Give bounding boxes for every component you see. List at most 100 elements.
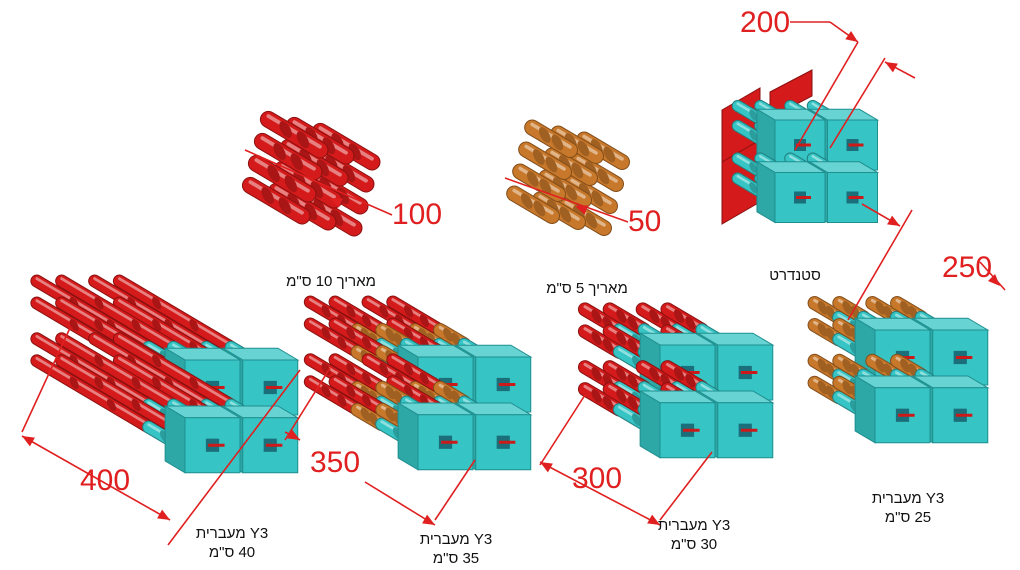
extension-10-bar-highlight	[292, 120, 348, 155]
extension-10-bar-ring	[330, 209, 344, 227]
extension-10-bar-highlight	[248, 180, 304, 215]
dimension-200-label: 200	[740, 6, 791, 39]
extension-10-bar-ring	[279, 121, 292, 139]
extension-10-bar-ring	[304, 203, 318, 221]
y3-40-red-bar	[113, 333, 237, 411]
extension-5-bar-ring	[526, 171, 539, 187]
extension-5-bar-highlight	[576, 156, 618, 183]
dimension-50-label: 50	[628, 205, 662, 238]
extension-5-bar-ring	[591, 190, 604, 207]
y3-25-extension-bar-ring	[900, 358, 911, 373]
extension-10-bar-highlight	[274, 186, 330, 221]
extension-10-bar-ring	[296, 131, 310, 149]
extension-10-bar-ring	[348, 143, 362, 161]
y3-30-extension-bar-ring	[627, 395, 638, 410]
y3-35-red-bar-ring	[346, 327, 356, 340]
extension-5-bar	[559, 198, 611, 235]
dimension-350-extension-b	[434, 459, 476, 521]
dimension-250-label: 250	[942, 251, 993, 284]
caption-standard: סטנדרט	[745, 266, 845, 285]
y3-25-extension-bar-ring	[817, 301, 828, 315]
extension-10-bar-ring	[273, 143, 286, 161]
y3-35-red-bar	[387, 354, 446, 394]
y3-40-red-bar-highlight	[60, 357, 175, 427]
extension-5-bar-ring	[539, 178, 552, 195]
y3-35-red-bar-ring	[337, 336, 347, 349]
y3-30-extension-bar-ring	[616, 309, 627, 323]
caption-y3-25-line1: Y3 מעברית	[871, 490, 945, 507]
dimension-200-arrow-b	[885, 62, 898, 73]
y3-35-red-bar-ring	[346, 305, 356, 318]
y3-40-red-bar-highlight	[60, 277, 175, 347]
extension-5-bar-highlight	[524, 144, 566, 171]
extension-5-bar-ring	[559, 206, 572, 223]
caption-extension-10-text: מאריך 10 ס"מ	[286, 273, 376, 290]
extension-5-bar-highlight	[564, 200, 606, 227]
y3-35-red-bar-ring	[346, 362, 356, 376]
y3-transition-35cm-assembly	[303, 295, 533, 471]
y3-40-red-bar-ring	[152, 318, 162, 332]
extension-10-bar-ring	[284, 175, 298, 193]
y3-30-extension-bar-ring	[616, 331, 627, 345]
extension-5-bar-highlight	[550, 150, 592, 177]
y3-transition-40cm-assembly	[30, 274, 300, 474]
caption-extension-5: מאריך 5 ס"מ	[512, 279, 662, 298]
y3-30-extension-bar-ring	[627, 316, 638, 330]
y3-35-red-bar	[329, 376, 388, 416]
extension-5-bar	[577, 132, 629, 169]
caption-y3-30: Y3 מעברית 30 ס"מ	[634, 516, 754, 554]
extension-5-bar-ring	[545, 156, 558, 173]
y3-30-extension-bar-ring	[649, 309, 660, 323]
extension-5-bar-highlight	[512, 188, 554, 215]
y3-30-extension-bar	[661, 303, 708, 336]
y3-35-extension-bar-ring	[385, 328, 396, 342]
extension-5-bar	[519, 142, 571, 179]
caption-extension-10: מאריך 10 ס"מ	[256, 272, 406, 291]
extension-5-bar-highlight	[518, 166, 560, 193]
extension-5-bar-highlight	[538, 194, 580, 221]
y3-35-red-bar	[387, 296, 446, 336]
y3-30-extension-bar-highlight	[608, 384, 646, 409]
y3-transition-25cm-assembly	[807, 296, 990, 444]
dimension-400-tick-arrow	[287, 429, 300, 440]
y3-30-extension-bar	[578, 325, 626, 358]
extension-10-bar-highlight	[260, 136, 316, 171]
standard-coupler-block-side-face	[756, 160, 776, 224]
extension-10-bar-ring	[278, 197, 292, 215]
y3-30-extension-bar-highlight	[583, 305, 621, 329]
dimension-100-label: 100	[392, 198, 443, 231]
dimension-250-leader	[979, 261, 1006, 291]
extension-10-bar-ring	[310, 181, 324, 199]
y3-40-red-bar-ring	[94, 354, 104, 368]
extension-5-bar	[513, 164, 565, 201]
extension-5-bar-ring	[565, 184, 578, 201]
y3-30-extension-bar-ring	[616, 389, 627, 403]
dimension-350-line	[364, 481, 436, 526]
extension-10-bar	[242, 177, 310, 224]
y3-25-extension-bar-ring	[842, 301, 853, 315]
dimension-350-arrow	[422, 514, 435, 525]
caption-y3-35-line2: 35 ס"מ	[432, 550, 480, 567]
dimension-300-extension-b	[659, 451, 713, 521]
y3-35-red-bar-ring	[379, 362, 389, 376]
caption-y3-30-line1: Y3 מעברית	[657, 517, 731, 534]
extension-10-bar-highlight	[254, 158, 310, 193]
y3-40-red-bar-ring	[94, 296, 104, 310]
y3-transition-30cm-assembly	[577, 302, 775, 459]
y3-40-red-bar	[56, 333, 179, 411]
y3-40-red-bar	[113, 275, 237, 353]
y3-40-red-bar-ring	[152, 376, 162, 390]
y3-30-extension-bar-highlight	[583, 362, 621, 387]
caption-y3-40-line1: Y3 מעברית	[195, 525, 269, 542]
y3-35-red-bar-ring	[419, 372, 429, 385]
extension-5-bar	[539, 170, 591, 207]
extension-5-bar	[525, 120, 577, 157]
extension-5-bar-ring	[533, 200, 546, 217]
y3-30-extension-bar-highlight	[583, 384, 621, 409]
caption-y3-30-line2: 30 ס"מ	[670, 536, 718, 553]
y3-35-red-bar-ring	[404, 305, 414, 318]
y3-30-extension-bar-ring	[602, 338, 613, 352]
dimension-350-extension-a	[284, 367, 331, 441]
extension-5-bar-ring	[597, 168, 610, 185]
y3-35-red-bar-highlight	[333, 298, 384, 330]
